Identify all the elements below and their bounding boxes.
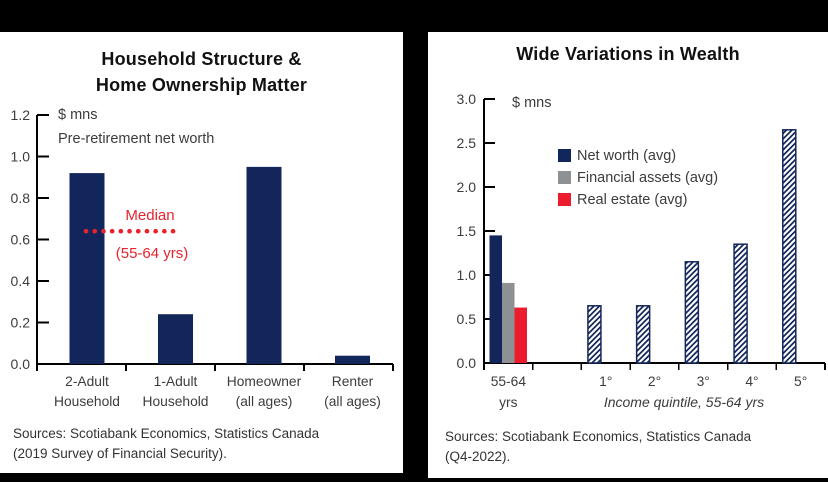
y-tick-label: 2.0: [457, 179, 477, 195]
category-label-line2: (all ages): [324, 394, 381, 409]
group-label-line2: yrs: [499, 395, 517, 410]
right-sources: Sources: Scotiabank Economics, Statistic…: [445, 427, 751, 467]
left-axis-subtitle: Pre-retirement net worth: [58, 131, 215, 147]
quintile-label: 3°: [697, 374, 710, 389]
left-plot-area: 1.2 1.0 0.8 0.6 0.4 0.2 0.0 2-Adult Household 1-A…: [11, 107, 394, 409]
legend-swatch: [558, 193, 571, 206]
y-tick-label: 1.5: [457, 223, 477, 239]
category-label-line2: Household: [54, 394, 120, 409]
category-label-line1: Renter: [332, 374, 374, 389]
legend-swatch: [558, 171, 571, 184]
group-label-line1: 55-64: [491, 374, 527, 389]
bar: [158, 314, 193, 364]
median-label: Median: [125, 207, 174, 224]
left-unit-label: $ mns: [58, 107, 98, 123]
quintile-bar: [782, 129, 797, 364]
y-tick-label: 1.2: [11, 107, 31, 123]
quintile-bar: [635, 305, 651, 364]
right-chart-title: Wide Variations in Wealth: [516, 44, 740, 64]
y-tick-label: 0.4: [11, 273, 31, 289]
quintile-bar: [733, 243, 748, 364]
category-label-line1: 1-Adult: [154, 374, 198, 389]
group-bar: [514, 307, 527, 363]
quintile-label: 2°: [648, 374, 661, 389]
y-tick-label: 0.6: [11, 232, 31, 248]
bar: [69, 173, 105, 364]
right-sources-line1: Sources: Scotiabank Economics, Statistic…: [445, 429, 752, 444]
y-tick-label: 0.0: [457, 355, 477, 371]
right-sources-line2: (Q4-2022).: [445, 449, 511, 464]
right-plot-area: 3.0 2.5 2.0 1.5 1.0 0.5 0.0 Net worth (avg) Fina…: [457, 91, 826, 410]
left-title-line1: Household Structure &: [101, 49, 302, 69]
quintile-label: 5°: [794, 374, 807, 389]
bar: [335, 355, 370, 364]
category-label-line2: (all ages): [236, 394, 293, 409]
y-tick-label: 0.8: [11, 190, 31, 206]
category-label-line1: 2-Adult: [65, 374, 109, 389]
y-tick-label: 1.0: [457, 267, 477, 283]
category-label-line2: Household: [143, 394, 209, 409]
quintile-label: 4°: [745, 374, 758, 389]
legend-label: Financial assets (avg): [577, 170, 718, 186]
y-tick-label: 0.5: [457, 311, 477, 327]
left-sources-line1: Sources: Scotiabank Economics, Statistic…: [13, 426, 320, 441]
quintile-label: 1°: [599, 374, 612, 389]
y-tick-label: 1.0: [11, 149, 31, 165]
legend-label: Real estate (avg): [577, 192, 687, 208]
category-label-line1: Homeowner: [227, 374, 302, 389]
group-bar: [502, 282, 515, 363]
y-tick-label: 0.2: [11, 315, 31, 331]
quintile-bar: [587, 305, 602, 364]
left-title-line2: Home Ownership Matter: [95, 75, 308, 95]
quintile-bar: [684, 261, 700, 364]
left-chart-title: Household Structure & Home Ownership Mat…: [0, 46, 403, 98]
left-chart-panel: Household Structure & Home Ownership Mat…: [0, 32, 403, 473]
bar: [246, 166, 282, 364]
median-sublabel: (55-64 yrs): [116, 245, 189, 262]
right-chart-panel: Wide Variations in Wealth $ mns 3.0 2.5 2.…: [428, 32, 828, 478]
left-sources: Sources: Scotiabank Economics, Statistic…: [13, 424, 319, 464]
right-unit-label: $ mns: [512, 95, 552, 111]
group-bar: [489, 235, 502, 363]
y-tick-label: 3.0: [457, 91, 477, 107]
income-quintile-note: Income quintile, 55-64 yrs: [604, 394, 764, 410]
y-tick-label: 2.5: [457, 135, 477, 151]
legend-label: Net worth (avg): [577, 148, 676, 164]
y-tick-label: 0.0: [11, 356, 31, 372]
legend-swatch: [558, 149, 571, 162]
left-sources-line2: (2019 Survey of Financial Security).: [13, 446, 227, 461]
